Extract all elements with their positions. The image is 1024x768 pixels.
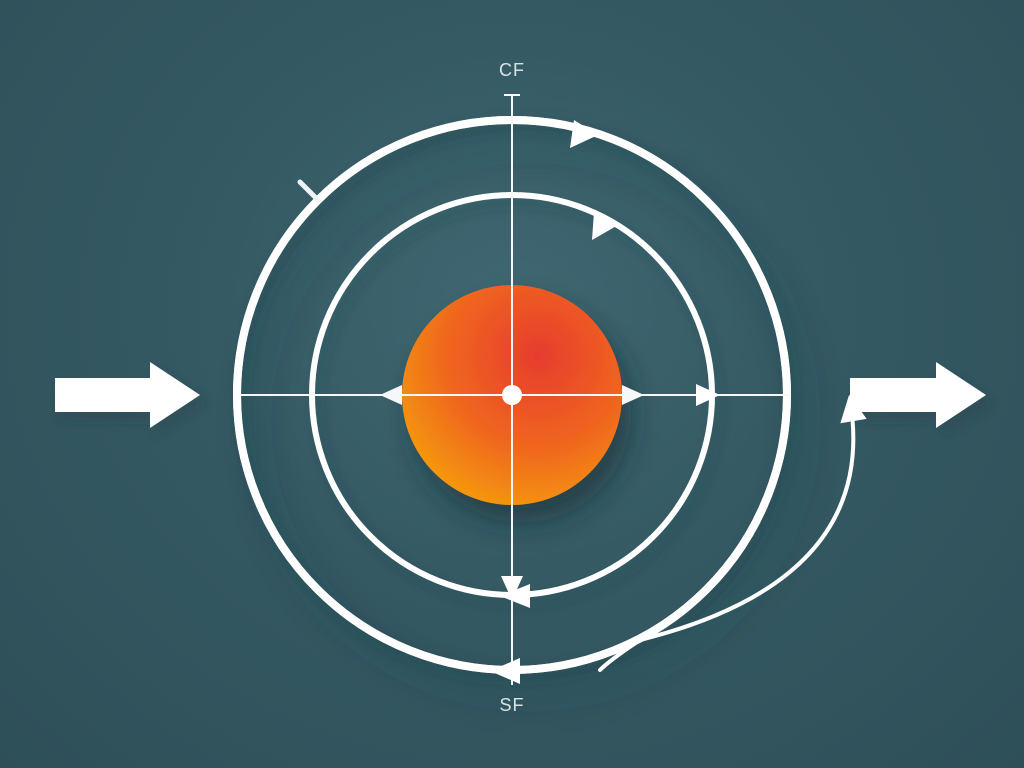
center-dot [502, 385, 522, 405]
outer-ring-arrow-top [570, 120, 598, 148]
label-top: CF [0, 60, 1024, 81]
label-bottom: SF [0, 695, 1024, 716]
right-block-arrow [850, 362, 986, 428]
axis-arrow-left [380, 385, 402, 405]
top-left-prong [300, 182, 318, 200]
axis-arrow-right-outer [696, 384, 720, 406]
outer-tail [640, 400, 853, 640]
diagram-svg [0, 0, 1024, 768]
axis-arrow-right [622, 385, 644, 405]
outer-ring-arrow-bottom [490, 658, 520, 684]
label-top-text: CF [499, 60, 525, 80]
diagram-stage: CF SF [0, 0, 1024, 768]
label-bottom-text: SF [499, 695, 524, 715]
left-block-arrow [55, 362, 200, 428]
